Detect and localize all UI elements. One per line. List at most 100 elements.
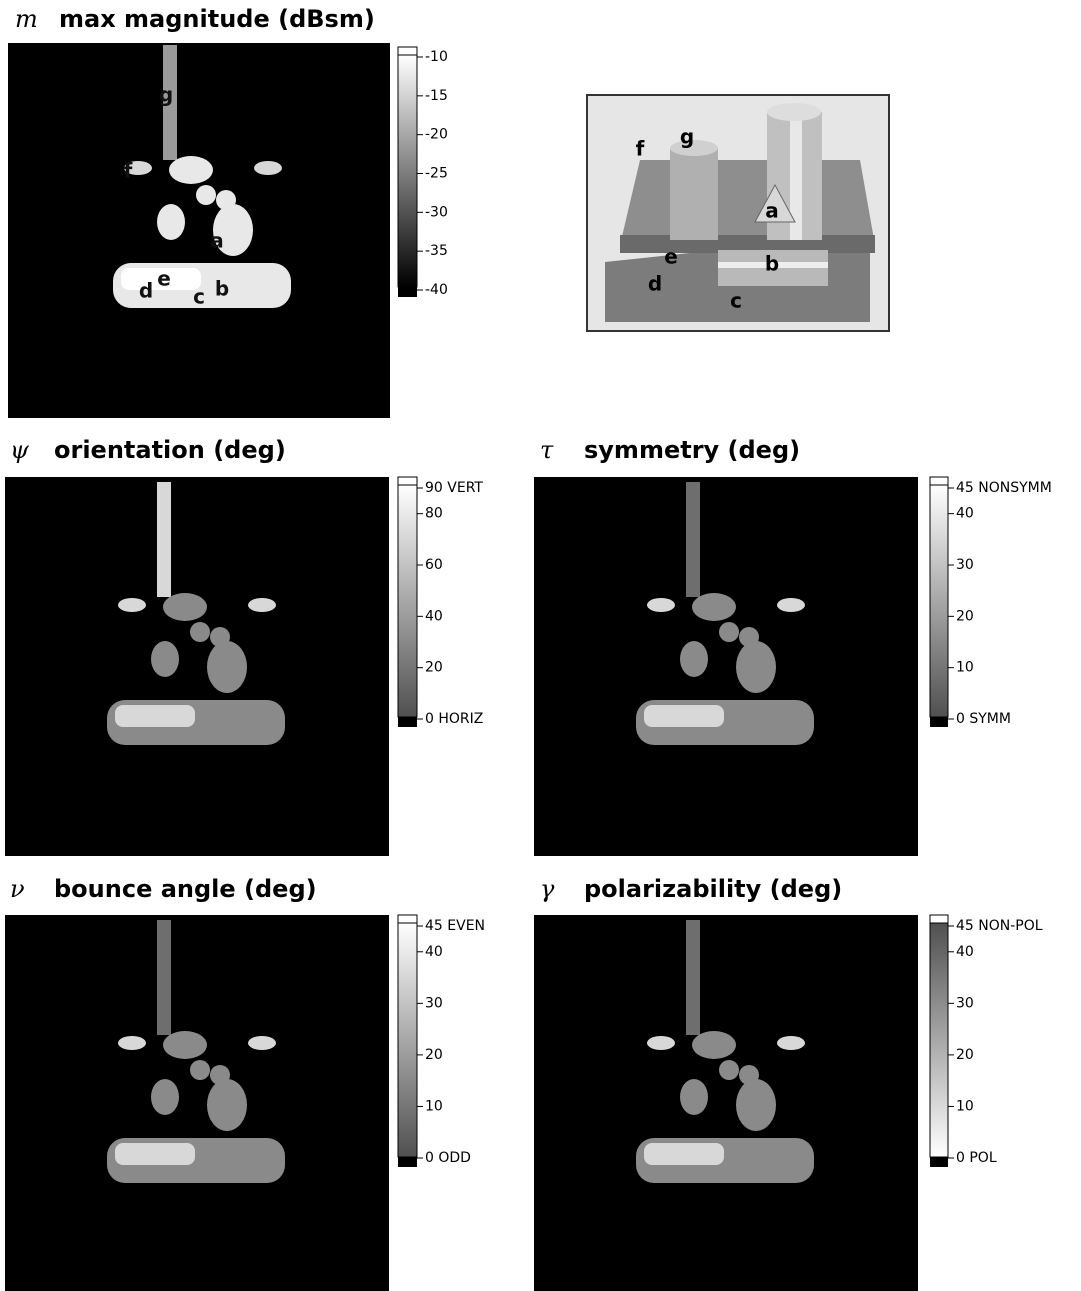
image-blob <box>157 204 185 240</box>
colorbar-tick-label: -20 <box>425 127 448 143</box>
feature-label: c <box>193 285 205 309</box>
colorbar <box>929 922 949 1158</box>
image-blob <box>647 1036 675 1050</box>
image-blob <box>777 1036 805 1050</box>
image-blob <box>686 920 700 1035</box>
image-blob <box>644 705 724 727</box>
colorbar-tick-label: 20 <box>425 660 443 676</box>
image-blob <box>719 1060 739 1080</box>
colorbar-tick-label: 30 <box>956 995 974 1011</box>
colorbar <box>397 922 418 1158</box>
colorbar-tick-label: -10 <box>425 49 448 65</box>
colorbar-tick-label: 20 <box>956 1047 974 1063</box>
image-blob <box>736 1079 776 1131</box>
image-blob <box>163 45 177 160</box>
panel-title: max magnitude (dBsm) <box>59 5 375 33</box>
image-blob <box>254 161 282 175</box>
image-blob <box>644 1143 724 1165</box>
image-blob <box>692 1031 736 1059</box>
colorbar-tick-label: 80 <box>425 506 443 522</box>
image-blob <box>118 1036 146 1050</box>
image-blob <box>151 1079 179 1115</box>
panel-symbol: ν <box>10 875 25 903</box>
feature-label: b <box>215 277 229 301</box>
colorbar-bottom-cap <box>398 717 417 727</box>
image-blob <box>190 622 210 642</box>
colorbar-tick-label: -15 <box>425 88 448 104</box>
panel-title: polarizability (deg) <box>584 875 842 903</box>
feature-label: g <box>159 83 173 107</box>
image-background <box>534 477 918 856</box>
image-blob <box>777 598 805 612</box>
colorbar-tick-label: 0 POL <box>956 1150 997 1166</box>
image-blob <box>196 185 216 205</box>
colorbar-tick-label: -35 <box>425 243 448 259</box>
colorbar-tick-label: 60 <box>425 557 443 573</box>
panel-symbol: τ <box>540 436 554 464</box>
feature-label: g <box>680 125 694 149</box>
colorbar-bottom-cap <box>398 287 417 297</box>
image-blob <box>207 641 247 693</box>
image-blob <box>151 641 179 677</box>
colorbar-tick-label: -40 <box>425 282 448 298</box>
panel-title: orientation (deg) <box>54 436 286 464</box>
colorbar-tick-label: 90 VERT <box>425 480 483 496</box>
image-blob <box>686 482 700 597</box>
image-blob <box>680 641 708 677</box>
colorbar-bottom-cap <box>398 1157 417 1167</box>
image-blob <box>124 161 152 175</box>
colorbar-tick-label: 45 NON-POL <box>956 918 1043 934</box>
colorbar-tick-label: 10 <box>956 660 974 676</box>
panel-symbol: ψ <box>10 436 30 464</box>
feature-label: e <box>157 267 171 291</box>
image-blob <box>157 482 171 597</box>
colorbar-tick-label: 40 <box>425 608 443 624</box>
image-blob <box>248 1036 276 1050</box>
panel-symbol: m <box>15 5 38 33</box>
image-background <box>534 915 918 1291</box>
colorbar-tick-label: -30 <box>425 204 448 220</box>
image-blob <box>169 156 213 184</box>
colorbar <box>397 54 418 288</box>
image-blob <box>157 920 171 1035</box>
image-background <box>8 43 390 418</box>
feature-label: d <box>139 279 153 303</box>
image-blob <box>190 1060 210 1080</box>
colorbar-tick-label: 40 <box>956 944 974 960</box>
feature-label: a <box>210 229 224 253</box>
image-blob <box>118 598 146 612</box>
colorbar-tick-label: 45 EVEN <box>425 918 485 934</box>
image-background <box>5 477 389 856</box>
colorbar-tick-label: 30 <box>425 995 443 1011</box>
colorbar-top-cap <box>929 914 949 924</box>
image-blob <box>736 641 776 693</box>
feature-label: f <box>124 159 133 183</box>
panel-symbol: γ <box>540 875 555 903</box>
feature-label: d <box>648 272 662 296</box>
colorbar-tick-label: 20 <box>425 1047 443 1063</box>
colorbar-bottom-cap <box>930 1157 948 1167</box>
colorbar-tick-label: 40 <box>425 944 443 960</box>
colorbar-tick-label: 0 SYMM <box>956 711 1011 727</box>
panel-title: symmetry (deg) <box>584 436 800 464</box>
feature-label: f <box>636 137 645 161</box>
image-blob <box>680 1079 708 1115</box>
colorbar-top-cap <box>397 476 418 486</box>
colorbar-tick-label: 20 <box>956 608 974 624</box>
colorbar-top-cap <box>397 914 418 924</box>
image-blob <box>647 598 675 612</box>
colorbar-top-cap <box>929 476 949 486</box>
colorbar <box>397 484 418 718</box>
image-blob <box>213 204 253 256</box>
colorbar-tick-label: 10 <box>956 1098 974 1114</box>
colorbar-tick-label: 30 <box>956 557 974 573</box>
colorbar-tick-label: 0 ODD <box>425 1150 471 1166</box>
colorbar-tick-label: -25 <box>425 166 448 182</box>
colorbar-bottom-cap <box>930 717 948 727</box>
colorbar-top-cap <box>397 46 418 56</box>
image-blob <box>719 622 739 642</box>
image-blob <box>163 1031 207 1059</box>
colorbar <box>929 484 949 718</box>
feature-label: a <box>765 199 779 223</box>
colorbar-tick-label: 40 <box>956 506 974 522</box>
